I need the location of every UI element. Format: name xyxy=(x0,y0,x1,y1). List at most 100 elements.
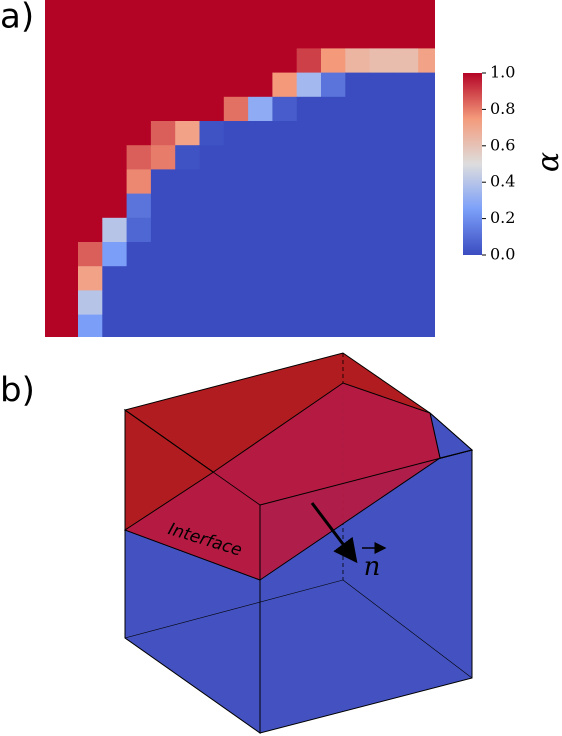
cell xyxy=(126,242,152,267)
cell xyxy=(53,242,79,267)
cell xyxy=(248,121,273,146)
cell xyxy=(369,24,395,49)
cell xyxy=(418,48,435,73)
cell xyxy=(369,314,395,337)
cell xyxy=(78,145,103,170)
cell xyxy=(223,96,249,122)
cell xyxy=(272,24,298,49)
cell xyxy=(199,72,225,98)
cell xyxy=(272,145,298,170)
cell xyxy=(175,96,200,122)
cell xyxy=(223,193,249,219)
cell xyxy=(78,193,103,219)
cell xyxy=(102,96,127,122)
cell xyxy=(345,314,370,337)
cell xyxy=(223,242,249,267)
cell xyxy=(296,72,322,98)
cell xyxy=(45,314,55,337)
panel-label: a) xyxy=(0,0,34,37)
cell xyxy=(272,266,298,291)
cell xyxy=(102,72,127,98)
cell xyxy=(102,48,127,73)
cell xyxy=(175,242,200,267)
cell xyxy=(248,242,273,267)
cell xyxy=(321,314,346,337)
cell xyxy=(321,290,346,315)
cell xyxy=(150,193,176,219)
heatmap xyxy=(45,0,435,337)
cell xyxy=(175,121,200,146)
cell xyxy=(53,96,79,122)
cell xyxy=(272,169,298,194)
hidden-edge xyxy=(124,579,344,639)
cell xyxy=(272,193,298,219)
cell xyxy=(272,242,298,267)
cell xyxy=(321,193,346,219)
cell xyxy=(393,0,419,25)
cell xyxy=(175,0,200,25)
cell xyxy=(369,96,395,122)
cell xyxy=(321,242,346,267)
cell xyxy=(78,266,103,291)
cell xyxy=(272,314,298,337)
cell xyxy=(272,290,298,315)
cell xyxy=(345,121,370,146)
cell xyxy=(126,266,152,291)
cell xyxy=(393,314,419,337)
cell xyxy=(78,242,103,267)
cell xyxy=(369,266,395,291)
cell xyxy=(78,72,103,98)
cell xyxy=(53,266,79,291)
cell xyxy=(175,193,200,219)
cell xyxy=(248,290,273,315)
cell xyxy=(393,290,419,315)
cell xyxy=(321,169,346,194)
cell xyxy=(321,96,346,122)
colorbar-label: α xyxy=(531,152,562,172)
cell xyxy=(345,193,370,219)
hidden-edge xyxy=(342,579,473,679)
cell xyxy=(418,193,435,219)
cell xyxy=(321,266,346,291)
cell xyxy=(150,24,176,49)
colorbar-tick-label: 0.0 xyxy=(490,245,515,264)
cell xyxy=(272,121,298,146)
cell xyxy=(53,217,79,243)
colorbar-tick-label: 0.2 xyxy=(490,208,515,227)
cell xyxy=(248,314,273,337)
cell xyxy=(102,290,127,315)
cell xyxy=(102,145,127,170)
cell xyxy=(248,0,273,25)
cell xyxy=(223,217,249,243)
cell xyxy=(345,145,370,170)
cell xyxy=(418,242,435,267)
edge xyxy=(259,449,473,506)
cell xyxy=(150,290,176,315)
cell xyxy=(296,48,322,73)
cell xyxy=(248,266,273,291)
cell xyxy=(223,121,249,146)
cell xyxy=(126,290,152,315)
cell xyxy=(199,290,225,315)
cell xyxy=(126,96,152,122)
cell xyxy=(102,24,127,49)
cell xyxy=(45,242,55,267)
cell xyxy=(393,217,419,243)
cell xyxy=(199,0,225,25)
cell xyxy=(199,24,225,49)
cell xyxy=(369,217,395,243)
cell xyxy=(272,72,298,98)
cell xyxy=(175,48,200,73)
cell xyxy=(175,145,200,170)
cell xyxy=(102,217,127,243)
cell xyxy=(248,48,273,73)
cell xyxy=(369,169,395,194)
cell xyxy=(53,48,79,73)
cell xyxy=(296,314,322,337)
cell xyxy=(150,169,176,194)
cell xyxy=(369,48,395,73)
cell xyxy=(248,193,273,219)
cell xyxy=(150,314,176,337)
cell xyxy=(102,169,127,194)
cell xyxy=(199,217,225,243)
